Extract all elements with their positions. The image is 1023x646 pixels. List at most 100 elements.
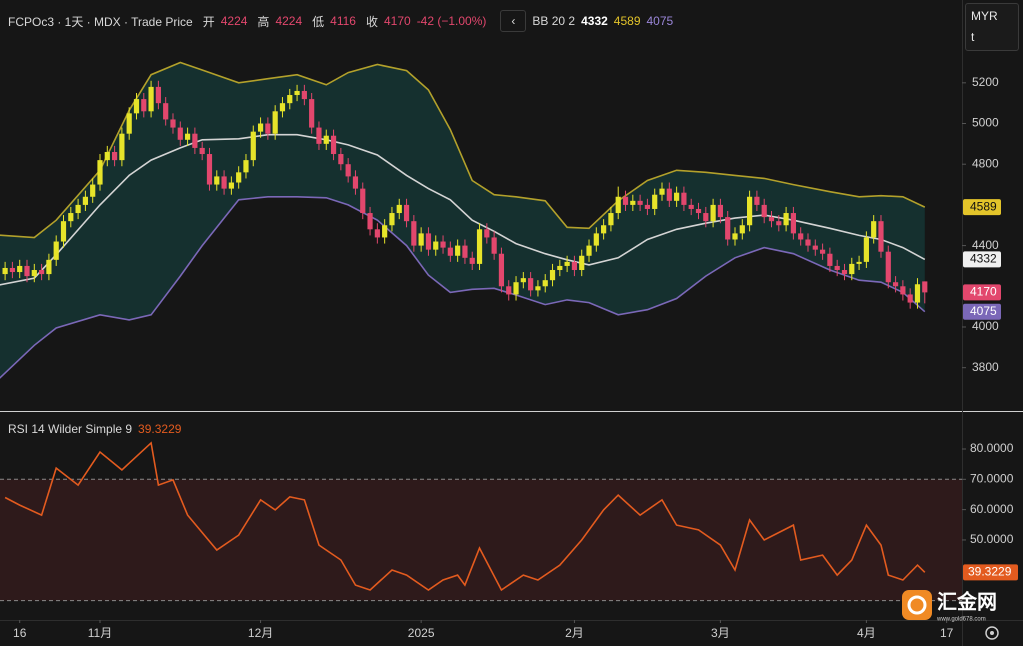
candle-body: [9, 267, 16, 273]
candle-body: [440, 241, 446, 248]
candle-body: [615, 196, 621, 214]
bollinger-line: [0, 61, 926, 239]
candle-body: [907, 294, 913, 303]
candle-body: [221, 176, 227, 189]
candle-body: [681, 192, 687, 205]
candle-body: [790, 213, 796, 234]
candle-body: [82, 196, 88, 205]
candle-body: [206, 154, 213, 185]
candle-body: [236, 172, 242, 183]
settings-gear-center[interactable]: [990, 631, 994, 635]
candle-body: [783, 213, 789, 226]
y-tick-label: 4400: [972, 238, 999, 252]
candle-body: [309, 99, 315, 128]
watermark-url: www.gold678.com: [936, 617, 986, 623]
candle-body: [17, 265, 23, 273]
settings-icon[interactable]: [985, 626, 999, 640]
candle-body: [469, 257, 475, 264]
candle-body: [243, 160, 249, 173]
candle-body: [111, 151, 118, 161]
candle-body: [659, 188, 665, 195]
candle-body: [403, 204, 410, 222]
candle-body: [360, 188, 366, 214]
y-tick-label: 3800: [972, 360, 999, 374]
currency[interactable]: MYR: [971, 9, 998, 23]
watermark-brand: 汇金网: [937, 589, 997, 613]
candle-body: [126, 113, 132, 134]
x-tick-label: 16: [13, 626, 27, 640]
candle-body: [184, 133, 191, 140]
candle-body: [396, 204, 402, 214]
candle-body: [433, 241, 439, 250]
y-tick-label: 5200: [972, 75, 999, 89]
candle-body: [725, 217, 731, 240]
candle-body: [367, 213, 373, 230]
candle-body: [776, 221, 782, 226]
indicator-name: BB 20 2: [532, 14, 576, 28]
candle-body: [97, 160, 103, 185]
settings-gear[interactable]: [985, 626, 999, 640]
candle-body: [630, 200, 636, 205]
candle-body: [528, 278, 534, 291]
low-value: 4116: [330, 14, 356, 28]
candle-body: [133, 99, 140, 114]
candle-body: [710, 204, 716, 222]
candle-body: [155, 86, 161, 104]
candle-body: [579, 255, 585, 271]
candle-body: [878, 221, 884, 252]
candle-body: [31, 270, 37, 277]
candle-body: [805, 239, 811, 246]
candle-body: [455, 245, 461, 256]
candle-body: [374, 229, 380, 238]
candle-body: [192, 133, 198, 148]
candle-body: [476, 229, 483, 264]
candle-body: [250, 131, 256, 161]
candle-body: [520, 278, 526, 283]
open-value: 4224: [220, 14, 248, 28]
bollinger-line: [0, 133, 926, 286]
rsi-title: RSI 14 Wilder Simple 9: [8, 422, 133, 436]
y-tick-label: 4800: [972, 156, 999, 170]
candle-body: [593, 233, 599, 246]
candle-body: [199, 147, 205, 155]
candle-body: [798, 233, 804, 240]
candle-body: [90, 184, 96, 197]
x-tick-label: 17: [940, 626, 954, 640]
candle-body: [586, 245, 592, 256]
candle-body: [703, 213, 709, 222]
candle-body: [812, 245, 818, 250]
candle-body: [294, 90, 300, 96]
currency-selector[interactable]: MYR t: [965, 3, 1019, 51]
rsi-y-tick-label: 50.0000: [970, 532, 1014, 546]
candle-body: [352, 176, 359, 189]
bb-upper-label-bg: [963, 199, 1001, 216]
candle-body: [622, 196, 629, 205]
candle-body: [571, 261, 578, 271]
candle-body: [841, 270, 848, 275]
candle-body: [39, 270, 45, 275]
candle-body: [272, 111, 278, 134]
x-tick-label: 4月: [857, 626, 876, 640]
candle-body: [163, 103, 169, 120]
candle-body: [447, 247, 453, 256]
bb-lower-value: 4075: [646, 14, 674, 28]
rsi-value: 39.3229: [138, 422, 182, 436]
bollinger-line: [0, 196, 926, 379]
candle-body: [141, 99, 147, 112]
rsi-band-fill: [0, 479, 962, 601]
candle-body: [739, 225, 745, 234]
bb-mid-label-bg: [963, 251, 1001, 268]
watermark: 汇金网 www.gold678.com: [902, 589, 997, 623]
candle-body: [549, 270, 556, 281]
candle-body: [863, 237, 869, 262]
ohlc-label: 高: [257, 14, 270, 29]
candle-body: [564, 261, 570, 266]
collapse-button[interactable]: ‹: [500, 10, 527, 32]
high-value: 4224: [275, 14, 303, 28]
candle-body: [287, 95, 293, 104]
last-price-label-bg: [963, 284, 1001, 301]
unit[interactable]: t: [971, 30, 975, 44]
